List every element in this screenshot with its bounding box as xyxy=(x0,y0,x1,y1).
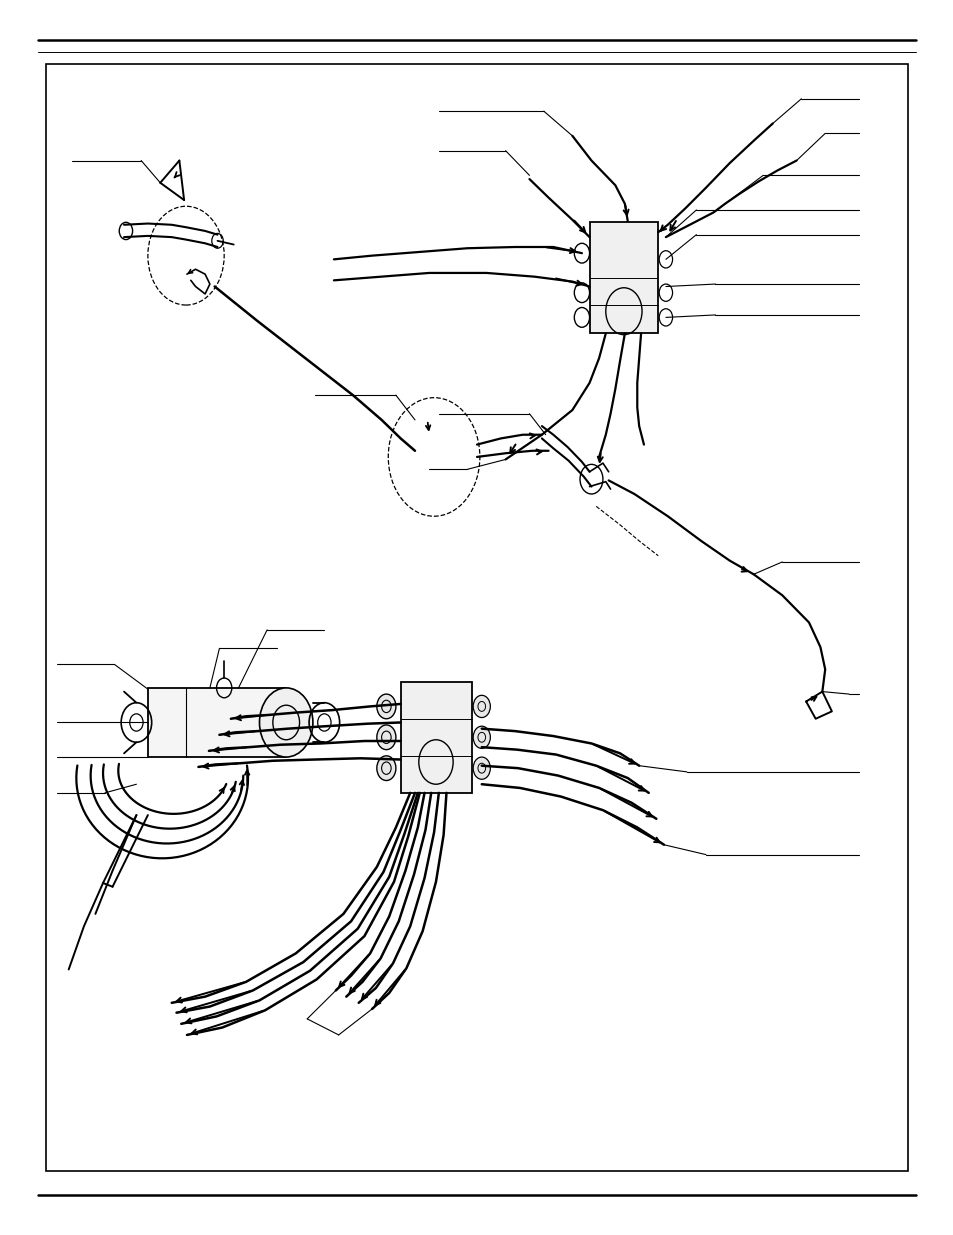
Circle shape xyxy=(376,694,395,719)
Circle shape xyxy=(473,726,490,748)
Circle shape xyxy=(473,757,490,779)
Circle shape xyxy=(376,756,395,781)
Circle shape xyxy=(473,695,490,718)
Bar xyxy=(589,222,658,333)
Bar xyxy=(148,688,286,757)
Bar xyxy=(46,64,907,1171)
Bar xyxy=(400,682,472,793)
Circle shape xyxy=(259,688,313,757)
Circle shape xyxy=(376,725,395,750)
